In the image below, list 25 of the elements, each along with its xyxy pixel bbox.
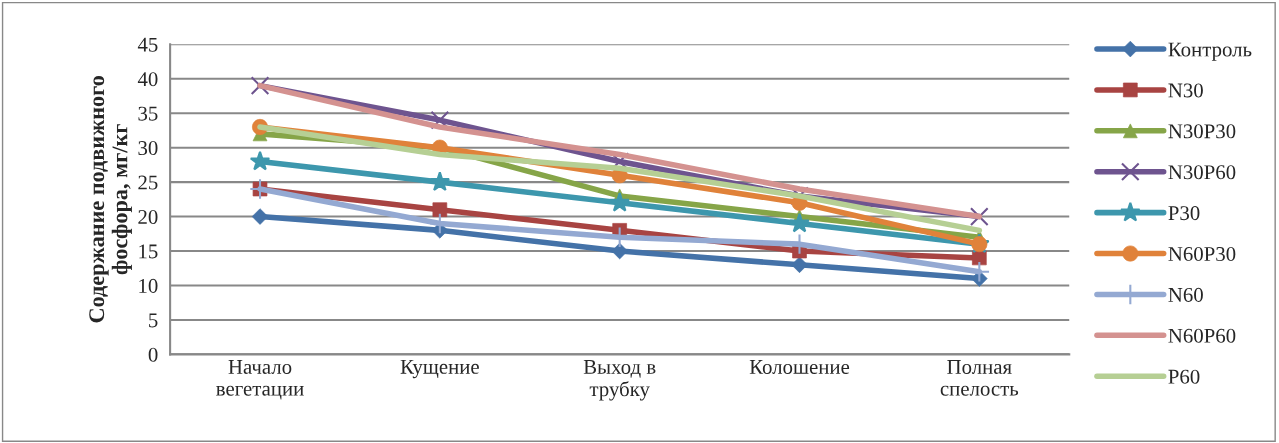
y-tick-label: 40	[137, 72, 158, 87]
y-tick-label: 10	[139, 278, 158, 293]
legend-label: N30P30	[1168, 124, 1236, 139]
x-tick-label: Начало вегетации	[216, 360, 304, 400]
y-tick-label: 25	[138, 175, 158, 190]
y-tick-label: 15	[139, 244, 158, 259]
legend-label: N60P30	[1168, 246, 1236, 262]
x-tick-label: Полная спелость	[940, 360, 1019, 396]
x-tick-label: Кущение	[400, 360, 479, 379]
x-tick-label: Выход в трубку	[583, 360, 656, 401]
legend-label: N60	[1168, 287, 1203, 302]
y-tick-label: 35	[138, 106, 158, 121]
y-tick-label: 20	[138, 209, 158, 225]
legend-label: Контроль	[1168, 42, 1252, 61]
legend-label: N30P60	[1168, 165, 1236, 180]
y-tick-label: 0	[148, 347, 158, 362]
y-tick-label: 45	[137, 37, 158, 52]
x-tick-label: Колошение	[749, 360, 850, 374]
legend-label: N30	[1168, 83, 1203, 98]
y-tick-label: 5	[149, 313, 158, 328]
legend-label: P60	[1168, 369, 1200, 384]
y-axis-title: Содержание подвижного фосфора, мг/кг	[89, 76, 132, 323]
y-tick-label: 30	[138, 141, 158, 156]
legend-label: N60P60	[1168, 328, 1236, 343]
legend-label: P30	[1168, 206, 1200, 221]
